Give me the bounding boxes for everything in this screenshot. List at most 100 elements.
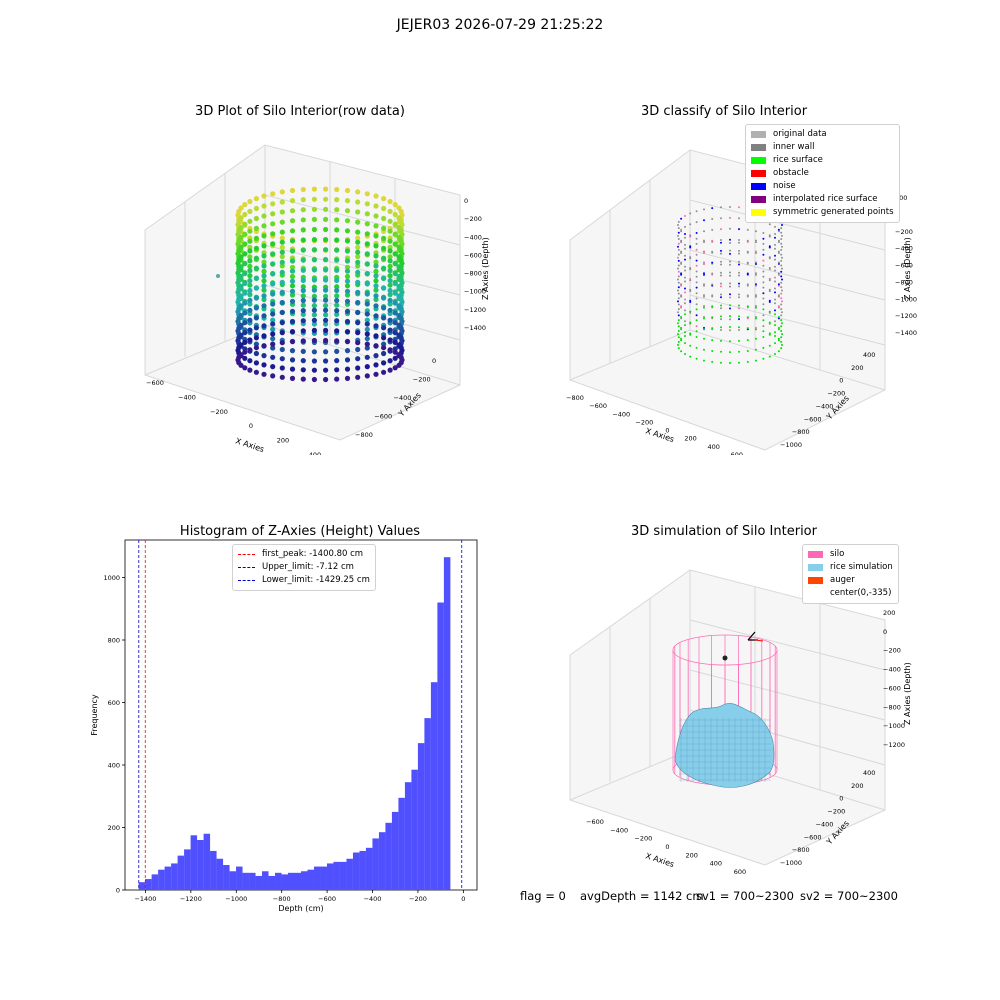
plot1-point: [242, 231, 248, 237]
plot1-point: [253, 225, 259, 231]
plot2-point: [780, 275, 783, 278]
plot2-point: [729, 252, 731, 255]
plot1-point: [373, 283, 379, 289]
plot1-point: [392, 270, 398, 277]
plot1-point: [381, 341, 387, 347]
plot2-point: [762, 248, 765, 251]
plot2-point: [774, 324, 776, 327]
plot1-point: [364, 211, 370, 217]
plot1-point: [387, 327, 393, 333]
plot1-point: [289, 288, 296, 294]
plot2-point: [684, 258, 686, 261]
plot1-point: [373, 353, 379, 359]
plot2-point: [774, 313, 776, 316]
plot4-z-ticks: 200 0 −200 −400 −600 −800 −1000 −1200: [883, 609, 905, 749]
histogram-bar: [171, 863, 178, 890]
plot2-point: [720, 285, 722, 288]
plot2-point: [781, 289, 783, 292]
plot2-point: [780, 248, 783, 251]
plot1-point: [247, 218, 253, 224]
plot2-point: [755, 317, 757, 320]
plot2-point: [677, 253, 680, 256]
plot2-point: [780, 270, 783, 273]
plot1-point: [355, 219, 361, 225]
plot2-point: [777, 337, 780, 340]
plot2-point: [680, 228, 683, 231]
plot2-point: [695, 357, 698, 360]
plot1-point: [344, 318, 351, 325]
plot2-point: [684, 324, 686, 327]
histogram-x-tick-label: −200: [409, 895, 427, 903]
plot1-point: [334, 308, 340, 314]
plot2-title: 3D classify of Silo Interior: [640, 104, 808, 119]
plot1-point: [344, 339, 351, 345]
plot1-point: [311, 349, 317, 355]
plot2-point: [703, 316, 705, 318]
plot1-point: [373, 278, 379, 284]
plot2-point: [738, 282, 740, 285]
plot2-point: [695, 253, 698, 256]
plot2-point: [677, 289, 679, 292]
plot1-point: [323, 216, 329, 222]
plot1-point: [334, 287, 340, 294]
plot2-point: [695, 242, 698, 245]
plot1-point: [355, 279, 361, 285]
plot2-point: [680, 316, 683, 318]
plot2-point: [689, 333, 692, 336]
plot2-point: [720, 271, 722, 274]
plot1-point: [279, 269, 285, 275]
histogram-bar: [262, 871, 269, 890]
legend-swatch: [751, 144, 766, 151]
p4-z-tick: −600: [883, 684, 901, 692]
legend-entry: silo: [808, 548, 893, 561]
plot2-point: [768, 223, 771, 226]
plot1-point: [364, 311, 370, 317]
plot2-point: [738, 239, 740, 241]
p1-z-tick: −600: [464, 251, 482, 259]
plot2-point: [677, 336, 680, 339]
plot1-point: [238, 264, 244, 270]
plot2-point: [689, 212, 692, 215]
plot2-point: [762, 292, 765, 295]
plot1-point: [300, 217, 306, 223]
histogram-bar: [275, 872, 282, 890]
plot2-point: [774, 254, 776, 257]
plot1-point: [355, 320, 361, 326]
plot2-point: [680, 326, 683, 329]
plot2-point: [720, 361, 722, 364]
plot2-point: [677, 292, 680, 295]
plot1-point: [270, 191, 276, 197]
plot1-point: [311, 358, 317, 364]
legend-label: rice surface: [773, 155, 823, 165]
plot1-point: [261, 253, 267, 259]
plot2-point: [677, 281, 680, 284]
plot1-point: [344, 198, 351, 204]
histogram-bar: [385, 822, 392, 890]
plot2-point: [780, 325, 783, 328]
plot1-point: [373, 243, 379, 249]
plot1-point: [344, 278, 351, 284]
plot2-point: [746, 283, 749, 286]
plot1-point: [270, 231, 276, 237]
histogram-bar: [164, 866, 172, 890]
plot1-point: [238, 322, 244, 328]
plot2-point: [762, 253, 765, 256]
plot1-point: [392, 339, 398, 345]
plot1-point: [247, 292, 253, 298]
plot1-point: [300, 227, 306, 233]
plot2-point: [755, 230, 757, 233]
plot1-point: [392, 280, 398, 286]
plot1-point: [373, 293, 379, 299]
plot2-point: [684, 265, 686, 268]
plot1-point: [247, 282, 253, 288]
plot1-point: [253, 196, 259, 202]
status-avg-depth: avgDepth = 1142 cm: [580, 889, 704, 903]
plot1-point: [289, 329, 296, 335]
plot1-point: [242, 365, 248, 371]
plot1-point: [373, 343, 379, 349]
plot1-point: [381, 245, 387, 251]
plot2-point: [780, 319, 783, 322]
